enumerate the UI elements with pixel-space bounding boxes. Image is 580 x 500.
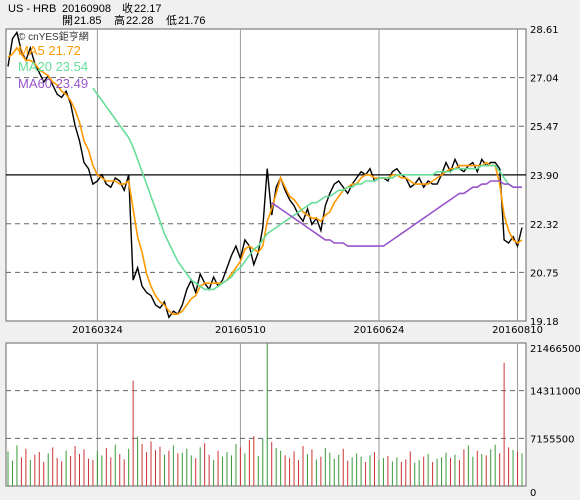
ma-line-ma60 <box>271 180 522 247</box>
price-y-tick-label: 27.04 <box>530 74 559 85</box>
legend-ma60: MA60 23.49 <box>18 76 88 91</box>
high-label: 高 <box>114 13 125 27</box>
volume-y-tick-label: 0 <box>530 488 536 499</box>
x-tick-label: 20160624 <box>354 325 405 336</box>
close-label: 收 <box>122 1 133 15</box>
x-tick-label: 20160324 <box>72 325 123 336</box>
open-value: 21.85 <box>74 15 102 27</box>
price-line <box>7 30 523 319</box>
x-tick-label: 20160810 <box>492 325 543 336</box>
price-y-tick-label: 20.75 <box>530 268 559 279</box>
x-tick-label: 20160510 <box>215 325 266 336</box>
watermark-text: © cnYES鉅亨網 <box>18 30 89 43</box>
price-grid <box>6 29 526 321</box>
high-value: 22.28 <box>126 15 154 27</box>
price-y-tick-label: 28.61 <box>530 25 559 36</box>
volume-y-ticks: 21466500 14311000 7155500 0 <box>530 344 580 499</box>
close-value: 22.17 <box>134 3 162 15</box>
price-y-tick-label: 22.32 <box>530 220 559 231</box>
legend-ma20: MA20 23.54 <box>18 59 88 74</box>
legend-ma5: MA5 21.72 <box>18 43 81 58</box>
volume-bars <box>7 343 523 486</box>
ma-line-ma20 <box>92 87 514 291</box>
price-y-tick-label: 25.47 <box>530 122 559 133</box>
open-label: 開 <box>62 14 73 27</box>
volume-y-tick-label: 14311000 <box>530 387 580 398</box>
price-series-group <box>7 30 523 319</box>
volume-y-tick-label: 7155500 <box>530 434 575 445</box>
price-x-ticks: 20160324 20160510 20160624 20160810 <box>72 325 543 336</box>
ticker-label: US - HRB <box>8 3 56 15</box>
date-label: 20160908 <box>62 3 111 15</box>
ma-line-ma5 <box>7 46 523 315</box>
price-y-tick-label: 23.90 <box>530 171 559 182</box>
low-value: 21.76 <box>178 15 206 27</box>
low-label: 低 <box>166 14 177 27</box>
price-y-tick-label: 19.18 <box>530 317 559 328</box>
volume-y-tick-label: 21466500 <box>530 344 580 355</box>
price-y-ticks: 28.61 27.04 25.47 23.90 22.32 20.75 19.18 <box>530 25 559 328</box>
